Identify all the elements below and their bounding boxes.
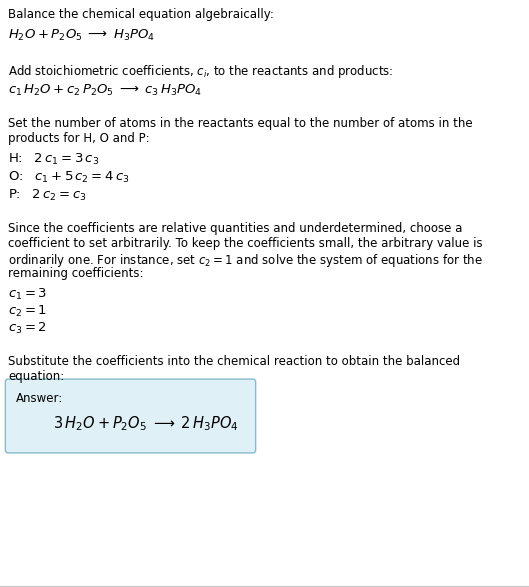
Text: O: $\;\; c_1 + 5\,c_2 = 4\,c_3$: O: $\;\; c_1 + 5\,c_2 = 4\,c_3$ [8, 170, 130, 185]
Text: Set the number of atoms in the reactants equal to the number of atoms in the: Set the number of atoms in the reactants… [8, 117, 472, 130]
Text: Balance the chemical equation algebraically:: Balance the chemical equation algebraica… [8, 8, 274, 21]
Text: products for H, O and P:: products for H, O and P: [8, 132, 150, 145]
Text: Add stoichiometric coefficients, $c_i$, to the reactants and products:: Add stoichiometric coefficients, $c_i$, … [8, 63, 394, 80]
Text: $c_2 = 1$: $c_2 = 1$ [8, 304, 47, 319]
Text: P: $\;\; 2\,c_2 = c_3$: P: $\;\; 2\,c_2 = c_3$ [8, 188, 87, 203]
Text: coefficient to set arbitrarily. To keep the coefficients small, the arbitrary va: coefficient to set arbitrarily. To keep … [8, 237, 482, 250]
Text: H: $\;\; 2\,c_1 = 3\,c_3$: H: $\;\; 2\,c_1 = 3\,c_3$ [8, 152, 99, 167]
Text: $c_3 = 2$: $c_3 = 2$ [8, 321, 47, 336]
Text: equation:: equation: [8, 370, 64, 383]
Text: $c_1 = 3$: $c_1 = 3$ [8, 287, 47, 302]
Text: Answer:: Answer: [16, 392, 63, 405]
Text: $c_1\, H_2O + c_2\, P_2O_5 \;\longrightarrow\; c_3\, H_3PO_4$: $c_1\, H_2O + c_2\, P_2O_5 \;\longrighta… [8, 83, 202, 98]
Text: $3\, H_2O + P_2O_5 \;\longrightarrow\; 2\, H_3PO_4$: $3\, H_2O + P_2O_5 \;\longrightarrow\; 2… [53, 414, 239, 433]
Text: remaining coefficients:: remaining coefficients: [8, 267, 143, 280]
Text: Substitute the coefficients into the chemical reaction to obtain the balanced: Substitute the coefficients into the che… [8, 355, 460, 368]
Text: ordinarily one. For instance, set $c_2 = 1$ and solve the system of equations fo: ordinarily one. For instance, set $c_2 =… [8, 252, 483, 269]
Text: $H_2O + P_2O_5 \;\longrightarrow\; H_3PO_4$: $H_2O + P_2O_5 \;\longrightarrow\; H_3PO… [8, 28, 155, 43]
Text: Since the coefficients are relative quantities and underdetermined, choose a: Since the coefficients are relative quan… [8, 222, 462, 235]
FancyBboxPatch shape [5, 379, 256, 453]
